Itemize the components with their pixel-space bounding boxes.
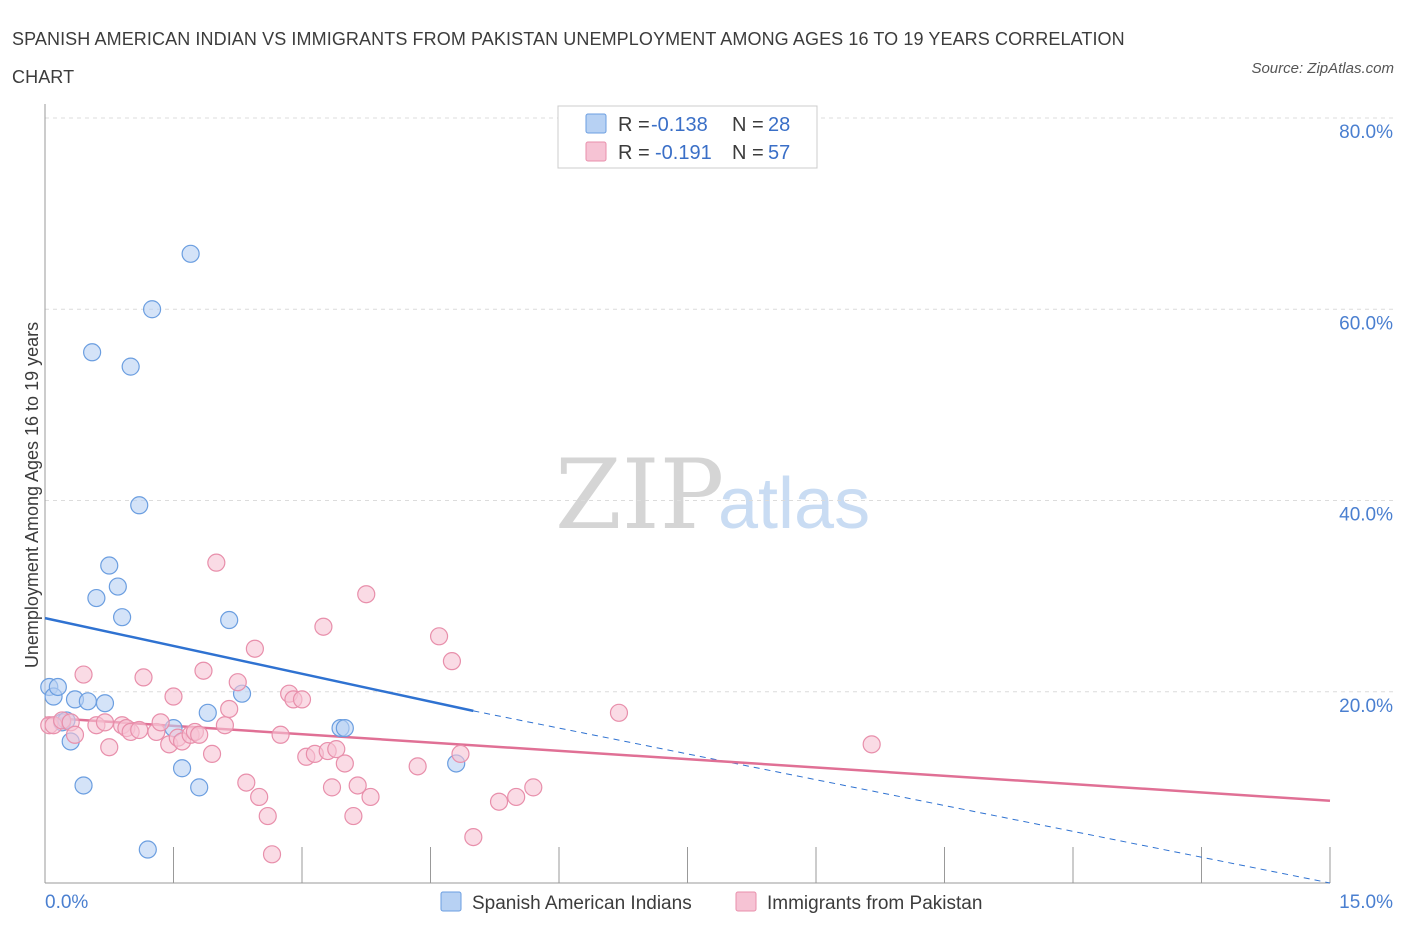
point-spanish-american-indian — [87, 588, 106, 608]
point-immigrants-pakistan — [215, 716, 234, 735]
chart-source: Source: ZipAtlas.com — [1251, 60, 1394, 77]
point-spanish-american-indian — [138, 840, 157, 859]
point-spanish-american-indian — [100, 556, 119, 575]
point-immigrants-pakistan — [507, 787, 526, 807]
point-immigrants-pakistan — [190, 725, 209, 744]
axes — [44, 104, 1331, 884]
legend-r-label: R = — [618, 114, 650, 136]
trend-line-blue — [44, 616, 474, 713]
series-legend-swatch-pink — [735, 891, 757, 912]
x-tick-label: 15.0% — [1339, 892, 1393, 913]
trend-lines — [44, 616, 1331, 884]
series-legend-label: Spanish American Indians — [472, 893, 692, 914]
y-tick-label: 80.0% — [1339, 122, 1393, 143]
point-spanish-american-indian — [335, 718, 354, 738]
point-immigrants-pakistan — [408, 757, 427, 776]
point-immigrants-pakistan — [258, 806, 277, 826]
point-immigrants-pakistan — [194, 661, 213, 680]
point-immigrants-pakistan — [335, 754, 354, 773]
point-immigrants-pakistan — [361, 787, 380, 807]
gridlines — [45, 117, 1395, 693]
series-legend-label: Immigrants from Pakistan — [767, 893, 982, 914]
point-immigrants-pakistan — [429, 627, 449, 646]
chart-title: SPANISH AMERICAN INDIAN VS IMMIGRANTS FR… — [12, 29, 1125, 87]
point-immigrants-pakistan — [862, 735, 881, 754]
y-axis-label: Unemployment Among Ages 16 to 19 years — [22, 322, 42, 668]
point-immigrants-pakistan — [322, 778, 342, 797]
point-immigrants-pakistan — [262, 845, 282, 864]
point-immigrants-pakistan — [327, 740, 346, 759]
point-immigrants-pakistan — [314, 617, 333, 636]
point-immigrants-pakistan — [357, 585, 376, 604]
point-immigrants-pakistan — [220, 699, 239, 719]
point-spanish-american-indian — [198, 703, 217, 722]
watermark-atlas: atlas — [718, 464, 870, 544]
legend-r-value: -0.191 — [655, 142, 712, 164]
y-tick-label: 40.0% — [1339, 505, 1393, 526]
point-spanish-american-indian — [95, 694, 115, 713]
point-spanish-american-indian — [112, 608, 132, 627]
point-spanish-american-indian — [181, 244, 200, 263]
point-immigrants-pakistan — [130, 720, 149, 740]
watermark-zip: ZIP — [555, 439, 724, 551]
point-immigrants-pakistan — [202, 744, 222, 764]
data-points — [40, 244, 881, 864]
point-spanish-american-indian — [121, 357, 140, 376]
point-immigrants-pakistan — [65, 725, 85, 744]
series-legend-swatch-blue — [440, 891, 462, 912]
legend-n-label: N = — [732, 114, 764, 136]
point-spanish-american-indian — [78, 692, 97, 711]
stats-legend: R = -0.138 N = 28 R = -0.191 N = 57 — [557, 105, 818, 169]
series-legend: Spanish American Indians Immigrants from… — [440, 891, 982, 914]
legend-r-value: -0.138 — [651, 114, 708, 136]
point-immigrants-pakistan — [245, 639, 264, 658]
point-immigrants-pakistan — [271, 725, 290, 744]
legend-swatch-pink — [585, 141, 607, 162]
point-immigrants-pakistan — [151, 713, 170, 732]
point-immigrants-pakistan — [348, 776, 367, 795]
point-immigrants-pakistan — [489, 792, 509, 811]
y-tick-label: 20.0% — [1339, 696, 1393, 717]
point-spanish-american-indian — [108, 577, 127, 596]
point-immigrants-pakistan — [207, 553, 226, 572]
point-immigrants-pakistan — [609, 703, 629, 722]
point-spanish-american-indian — [190, 778, 209, 797]
point-immigrants-pakistan — [134, 668, 153, 687]
point-immigrants-pakistan — [292, 690, 312, 709]
legend-n-value: 28 — [768, 114, 790, 136]
point-spanish-american-indian — [83, 343, 102, 362]
point-spanish-american-indian — [74, 776, 93, 795]
point-immigrants-pakistan — [442, 652, 462, 671]
legend-swatch-blue — [585, 113, 607, 134]
point-immigrants-pakistan — [237, 773, 256, 792]
trend-line-pink — [44, 716, 1331, 803]
point-immigrants-pakistan — [250, 787, 269, 807]
y-tick-label: 60.0% — [1339, 313, 1393, 334]
point-immigrants-pakistan — [524, 778, 543, 797]
tick-labels: 20.0% 40.0% 60.0% 80.0% 0.0% 15.0% — [45, 122, 1393, 913]
point-immigrants-pakistan — [164, 687, 183, 706]
point-immigrants-pakistan — [95, 713, 115, 732]
point-spanish-american-indian — [48, 677, 67, 697]
point-spanish-american-indian — [142, 300, 162, 319]
point-spanish-american-indian — [220, 610, 239, 630]
point-immigrants-pakistan — [100, 738, 119, 757]
point-spanish-american-indian — [130, 496, 149, 515]
x-tick-label: 0.0% — [45, 892, 88, 913]
legend-r-label: R = — [618, 142, 650, 164]
point-immigrants-pakistan — [464, 827, 483, 847]
point-immigrants-pakistan — [451, 744, 470, 764]
point-spanish-american-indian — [172, 759, 192, 778]
point-immigrants-pakistan — [74, 665, 93, 684]
point-immigrants-pakistan — [344, 806, 363, 826]
legend-n-label: N = — [732, 142, 764, 164]
legend-n-value: 57 — [768, 142, 790, 164]
trend-line-blue-extension — [473, 710, 1331, 884]
point-immigrants-pakistan — [228, 673, 247, 692]
